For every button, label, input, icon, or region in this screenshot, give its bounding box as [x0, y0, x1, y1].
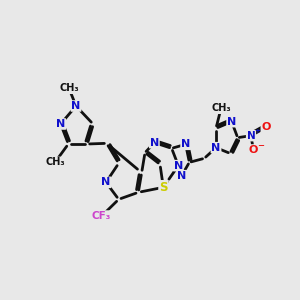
Text: N: N — [71, 101, 81, 111]
Text: O: O — [249, 145, 258, 155]
Text: CF₃: CF₃ — [92, 211, 111, 221]
Text: N: N — [247, 131, 255, 141]
Text: N: N — [174, 161, 183, 171]
Text: +: + — [254, 128, 260, 134]
Text: S: S — [159, 181, 168, 194]
Text: O: O — [261, 122, 271, 132]
Text: N: N — [212, 143, 220, 153]
Text: CH₃: CH₃ — [59, 83, 79, 93]
Text: N: N — [101, 177, 111, 187]
Text: CH₃: CH₃ — [45, 157, 65, 167]
Text: N: N — [56, 119, 65, 129]
Text: −: − — [257, 141, 264, 150]
Text: N: N — [227, 117, 236, 127]
Text: N: N — [177, 171, 186, 181]
Text: N: N — [150, 138, 159, 148]
Text: CH₃: CH₃ — [211, 103, 231, 113]
Text: N: N — [181, 139, 190, 149]
